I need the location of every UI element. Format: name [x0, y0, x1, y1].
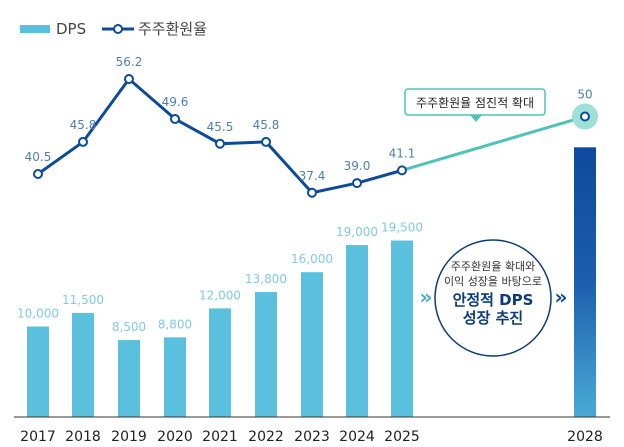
line-label-2020: 49.6 [162, 95, 189, 109]
circle-line2: 이익 성장을 바탕으로 [444, 275, 542, 288]
line-label-2023: 37.4 [299, 169, 326, 183]
bar-label-2019: 8,500 [112, 320, 146, 334]
line-label-2028: 50 [577, 88, 592, 102]
bar-label-2022: 13,800 [245, 272, 287, 286]
x-tick-2018: 2018 [65, 429, 101, 445]
line-point-2024 [352, 178, 362, 189]
bar-2018 [72, 312, 94, 417]
line-point-2018 [78, 136, 88, 147]
circle-line3: 안정적 DPS [453, 291, 534, 309]
bar-2021 [209, 308, 231, 417]
line-point-2022 [261, 136, 271, 147]
x-tick-2022: 2022 [248, 429, 284, 445]
line-label-2022: 45.8 [253, 118, 280, 132]
bar-label-2024: 19,000 [336, 225, 378, 239]
line-point-2017 [33, 169, 43, 179]
legend-marker [113, 24, 123, 34]
line-label-2025: 41.1 [389, 146, 416, 160]
bar-label-2025: 19,500 [381, 221, 423, 235]
x-tick-2020: 2020 [157, 429, 193, 445]
line-label-2017: 40.5 [25, 150, 52, 164]
chevron-right-icon: » [420, 285, 433, 309]
bar-2017 [27, 326, 49, 417]
bar-label-2020: 8,800 [158, 317, 192, 331]
x-tick-2019: 2019 [111, 429, 147, 445]
x-tick-2023: 2023 [294, 429, 330, 445]
line-point-2028 [580, 111, 590, 122]
bar-2022 [255, 292, 277, 417]
bar-2025 [391, 240, 413, 417]
bar-2024 [346, 245, 368, 417]
callout: 주주환원율 점진적 확대 [404, 88, 546, 122]
circle-line1: 주주환원율 확대와 [451, 260, 535, 273]
bar-label-2021: 12,000 [199, 288, 241, 302]
legend-swatch-dps [20, 25, 50, 33]
bar-label-2023: 16,000 [291, 252, 333, 266]
line-label-2019: 56.2 [116, 55, 143, 69]
legend-label-dps: DPS [56, 20, 86, 38]
bar-2019 [118, 340, 140, 417]
dps-circle: 주주환원율 확대와 이익 성장을 바탕으로 안정적 DPS 성장 추진 » » [420, 239, 568, 357]
x-tick-2021: 2021 [202, 429, 238, 445]
bar-label-2018: 11,500 [62, 293, 104, 307]
x-tick-2017: 2017 [20, 429, 56, 445]
chevron-right-icon: » [555, 285, 568, 309]
payout-line [37, 76, 403, 195]
bar-2020 [164, 337, 186, 417]
circle-line4: 성장 추진 [463, 309, 523, 327]
x-tick-2025: 2025 [384, 429, 420, 445]
line-point-2023 [307, 187, 317, 198]
line-label-2021: 45.5 [207, 120, 234, 134]
x-tick-2028: 2028 [567, 429, 603, 445]
payout-projection-line [401, 115, 586, 172]
x-tick-2024: 2024 [339, 429, 375, 445]
bar-label-2017: 10,000 [17, 307, 59, 321]
line-point-2025 [397, 165, 407, 176]
line-point-2021 [215, 138, 225, 149]
callout-text: 주주환원율 점진적 확대 [416, 96, 534, 110]
line-point-2019 [124, 74, 134, 85]
line-label-2024: 39.0 [344, 159, 371, 173]
legend: DPS 주주환원율 [20, 20, 207, 38]
legend-label-payout: 주주환원율 [138, 20, 207, 38]
line-label-2018: 45.8 [70, 118, 97, 132]
bar-2028 [574, 147, 596, 417]
line-point-2020 [170, 113, 180, 124]
bar-2023 [301, 272, 323, 417]
